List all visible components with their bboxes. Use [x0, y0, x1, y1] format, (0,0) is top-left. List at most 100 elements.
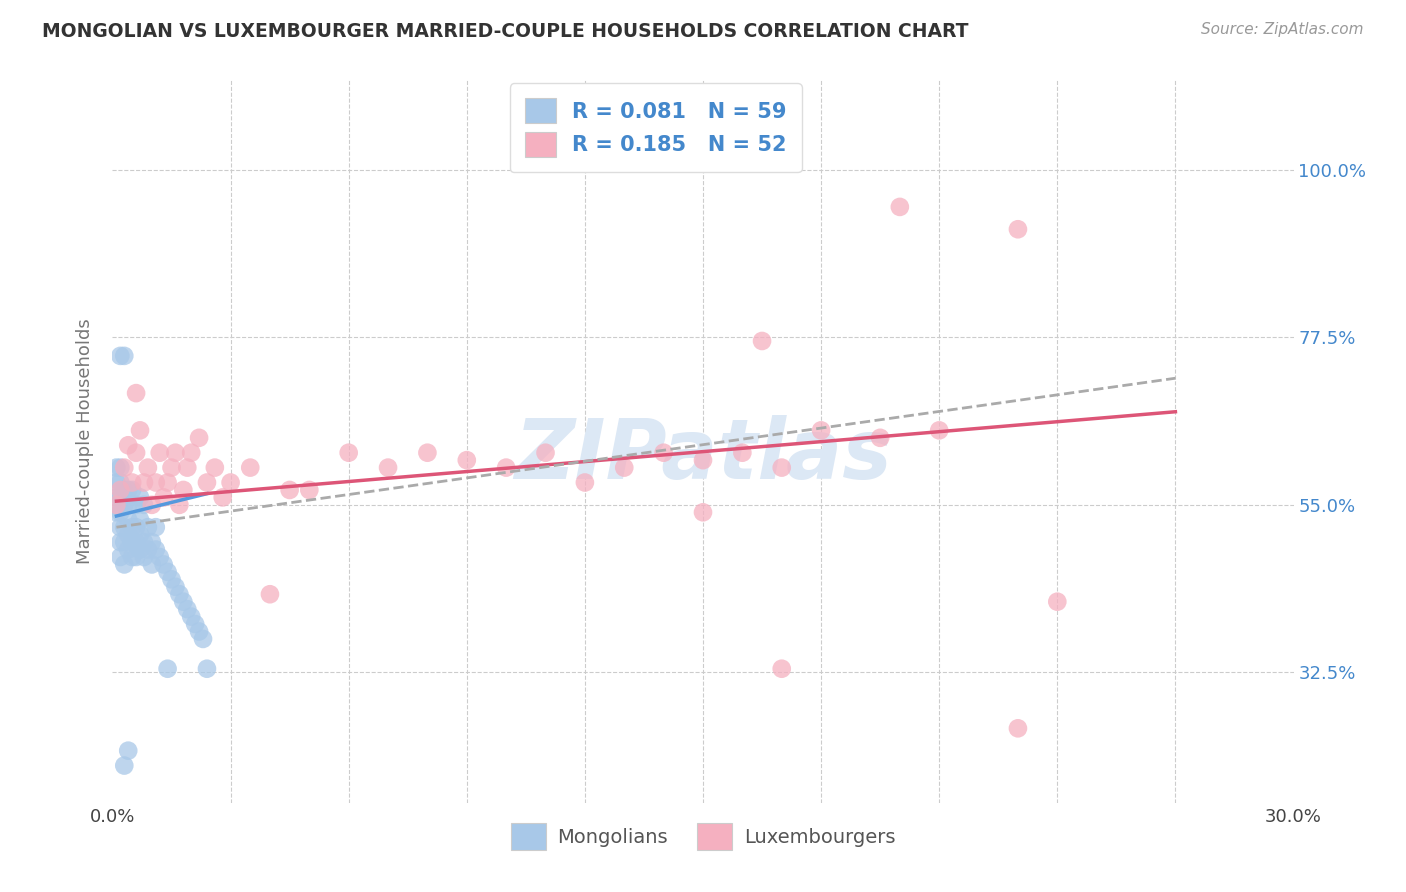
Point	[141, 498, 163, 512]
Point	[112, 460, 135, 475]
Point	[165, 580, 187, 594]
Point	[125, 520, 148, 534]
Point	[121, 483, 143, 497]
Point	[239, 460, 262, 475]
Point	[117, 498, 139, 512]
Point	[125, 386, 148, 401]
Point	[770, 460, 793, 475]
Point	[1046, 595, 1069, 609]
Point	[110, 349, 132, 363]
Point	[136, 460, 159, 475]
Point	[105, 475, 128, 490]
Point	[456, 453, 478, 467]
Point	[160, 460, 183, 475]
Point	[136, 520, 159, 534]
Point	[149, 549, 172, 564]
Point	[105, 491, 128, 505]
Point	[112, 483, 135, 497]
Text: MONGOLIAN VS LUXEMBOURGER MARRIED-COUPLE HOUSEHOLDS CORRELATION CHART: MONGOLIAN VS LUXEMBOURGER MARRIED-COUPLE…	[42, 22, 969, 41]
Point	[180, 609, 202, 624]
Point	[141, 558, 163, 572]
Point	[195, 662, 218, 676]
Point	[613, 460, 636, 475]
Point	[112, 535, 135, 549]
Point	[125, 498, 148, 512]
Point	[112, 520, 135, 534]
Point	[121, 475, 143, 490]
Point	[129, 513, 152, 527]
Point	[184, 617, 207, 632]
Point	[156, 662, 179, 676]
Point	[145, 542, 167, 557]
Point	[219, 475, 242, 490]
Point	[416, 446, 439, 460]
Point	[117, 527, 139, 541]
Point	[195, 475, 218, 490]
Point	[156, 475, 179, 490]
Point	[534, 446, 557, 460]
Point	[377, 460, 399, 475]
Point	[751, 334, 773, 348]
Point	[129, 527, 152, 541]
Point	[110, 549, 132, 564]
Legend: Mongolians, Luxembourgers: Mongolians, Luxembourgers	[503, 815, 903, 858]
Point	[129, 423, 152, 437]
Point	[110, 483, 132, 497]
Point	[112, 498, 135, 512]
Point	[110, 475, 132, 490]
Point	[112, 558, 135, 572]
Point	[1007, 721, 1029, 735]
Point	[652, 446, 675, 460]
Point	[132, 535, 155, 549]
Point	[889, 200, 911, 214]
Point	[125, 535, 148, 549]
Point	[121, 549, 143, 564]
Point	[188, 624, 211, 639]
Point	[152, 558, 174, 572]
Point	[105, 460, 128, 475]
Point	[112, 349, 135, 363]
Point	[125, 549, 148, 564]
Point	[117, 438, 139, 452]
Text: ZIPatlas: ZIPatlas	[515, 416, 891, 497]
Point	[169, 498, 191, 512]
Point	[165, 446, 187, 460]
Y-axis label: Married-couple Households: Married-couple Households	[76, 318, 94, 565]
Point	[692, 453, 714, 467]
Point	[495, 460, 517, 475]
Point	[110, 491, 132, 505]
Point	[278, 483, 301, 497]
Point	[136, 542, 159, 557]
Point	[188, 431, 211, 445]
Point	[211, 491, 233, 505]
Point	[574, 475, 596, 490]
Point	[132, 498, 155, 512]
Point	[110, 535, 132, 549]
Point	[298, 483, 321, 497]
Point	[204, 460, 226, 475]
Point	[125, 446, 148, 460]
Point	[191, 632, 214, 646]
Point	[121, 520, 143, 534]
Point	[117, 744, 139, 758]
Point	[105, 498, 128, 512]
Point	[105, 505, 128, 519]
Point	[110, 505, 132, 519]
Point	[169, 587, 191, 601]
Point	[152, 491, 174, 505]
Point	[117, 513, 139, 527]
Point	[928, 423, 950, 437]
Point	[810, 423, 832, 437]
Point	[117, 483, 139, 497]
Point	[731, 446, 754, 460]
Point	[160, 572, 183, 586]
Point	[172, 483, 194, 497]
Point	[121, 535, 143, 549]
Point	[259, 587, 281, 601]
Point	[112, 758, 135, 772]
Point	[110, 520, 132, 534]
Point	[132, 475, 155, 490]
Point	[180, 446, 202, 460]
Point	[129, 542, 152, 557]
Point	[141, 535, 163, 549]
